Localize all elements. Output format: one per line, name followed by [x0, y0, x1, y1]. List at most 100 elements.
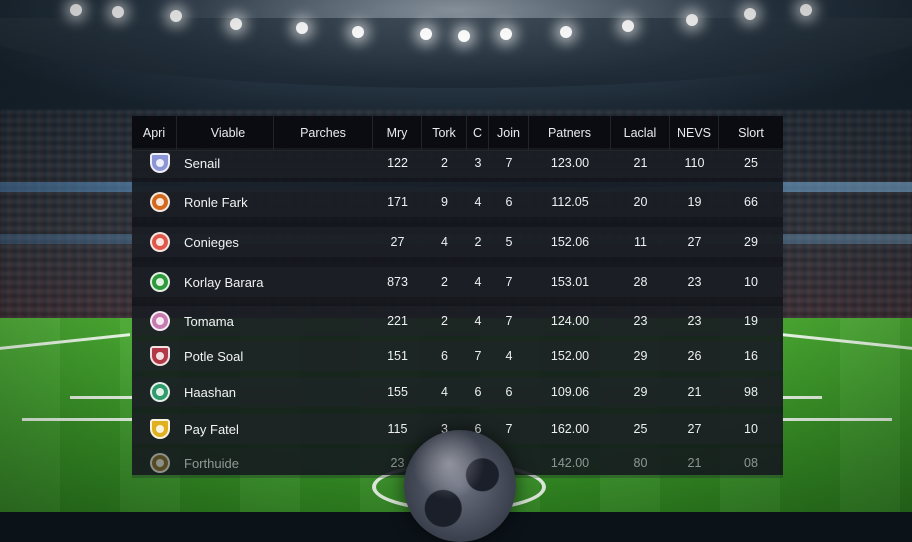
club-cell: Potle Soal: [177, 349, 274, 364]
stat-cell: 123.00: [550, 156, 590, 170]
club-cell: Pay Fatel: [177, 422, 274, 437]
table-row[interactable]: Ronle Fark 171 9 4 6 112.05 20 19 66: [132, 187, 783, 217]
stat-cell: 27: [687, 422, 702, 436]
club-cell: Senail: [177, 156, 274, 171]
club-cell: Tomama: [177, 314, 274, 329]
table-row[interactable]: Haashan 155 4 6 6 109.06 29 21 98: [132, 377, 783, 407]
stat-cell: 4: [441, 385, 448, 399]
club-name[interactable]: Korlay Barara: [184, 274, 264, 290]
stat-cell: 162.00: [550, 422, 590, 436]
stat-cell: 112.05: [551, 195, 589, 209]
stat-cell: 20: [633, 195, 648, 209]
column-header[interactable]: Apri: [132, 116, 177, 150]
club-cell: Forthuide: [177, 456, 274, 471]
stat-cell: 6: [505, 385, 513, 399]
pitch-line: [782, 396, 822, 399]
club-name[interactable]: Forthuide: [184, 455, 239, 471]
stat-cell: 151: [387, 349, 408, 363]
pitch-line: [22, 418, 132, 421]
stat-cell: 4: [441, 235, 448, 249]
stat-cell: 21: [687, 456, 702, 470]
row-crest-cell: [132, 232, 177, 252]
stat-cell: 23: [687, 275, 702, 289]
column-header[interactable]: NEVS: [670, 116, 719, 150]
club-crest-icon: [150, 311, 170, 331]
stat-cell: 21: [633, 156, 648, 170]
club-crest-icon: [150, 346, 170, 366]
stat-cell: 4: [505, 349, 513, 363]
column-header[interactable]: Laclal: [611, 116, 670, 150]
stat-cell: 115: [387, 422, 408, 436]
column-header[interactable]: Patners: [529, 116, 611, 150]
column-header[interactable]: C: [467, 116, 489, 150]
stat-cell: 152.06: [550, 235, 590, 249]
stat-cell: 2: [441, 275, 448, 289]
column-header[interactable]: Tork: [422, 116, 467, 150]
row-crest-cell: [132, 419, 177, 439]
table-row[interactable]: Potle Soal 151 6 7 4 152.00 29 26 16: [132, 341, 783, 371]
club-crest-icon: [150, 382, 170, 402]
stat-cell: 4: [474, 314, 482, 328]
stat-cell: 27: [687, 235, 702, 249]
column-header[interactable]: Mry: [373, 116, 422, 150]
club-crest-icon: [150, 232, 170, 252]
stat-cell: 21: [687, 385, 702, 399]
stat-cell: 2: [474, 235, 482, 249]
club-crest-icon: [150, 153, 170, 173]
soccer-ball: [404, 430, 516, 542]
stat-cell: 221: [387, 314, 408, 328]
club-name[interactable]: Conieges: [184, 234, 239, 250]
stat-cell: 16: [744, 349, 758, 363]
stat-cell: 19: [687, 195, 702, 209]
stat-cell: 29: [744, 235, 758, 249]
stat-cell: 19: [744, 314, 758, 328]
stat-cell: 171: [387, 195, 408, 209]
club-name[interactable]: Ronle Fark: [184, 194, 248, 210]
stat-cell: 6: [474, 422, 482, 436]
club-name[interactable]: Senail: [184, 155, 221, 171]
club-name[interactable]: Pay Fatel: [184, 421, 239, 437]
column-header[interactable]: Viable: [177, 116, 274, 150]
club-crest-icon: [150, 453, 170, 473]
stat-cell: 23: [390, 456, 405, 470]
column-header[interactable]: Slort: [738, 126, 764, 140]
stat-cell: 66: [744, 195, 758, 209]
club-cell: Conieges: [177, 235, 274, 250]
table-row[interactable]: Korlay Barara 873 2 4 7 153.01 28 23 10: [132, 267, 783, 297]
stat-cell: 873: [387, 275, 408, 289]
table-row[interactable]: Tomama 221 2 4 7 124.00 23 23 19: [132, 306, 783, 336]
club-crest-icon: [150, 272, 170, 292]
stat-cell: 152.00: [550, 349, 590, 363]
club-name[interactable]: Potle Soal: [184, 348, 244, 364]
column-header[interactable]: Join: [489, 116, 529, 150]
stat-cell: 10: [744, 275, 758, 289]
club-crest-icon: [150, 419, 170, 439]
table-header: Apri Viable Parches Mry Tork C Join Patn…: [132, 116, 783, 151]
stat-cell: 25: [744, 156, 758, 170]
club-name[interactable]: Tomama: [184, 313, 234, 329]
stat-cell: 98: [744, 385, 758, 399]
stat-cell: 08: [744, 456, 758, 470]
stat-cell: 6: [505, 195, 513, 209]
row-crest-cell: [132, 346, 177, 366]
club-crest-icon: [150, 192, 170, 212]
stat-cell: 25: [633, 422, 648, 436]
row-crest-cell: [132, 192, 177, 212]
column-header[interactable]: Parches: [274, 116, 373, 150]
stat-cell: 122: [387, 156, 408, 170]
table-row[interactable]: Conieges 27 4 2 5 152.06 11 27 29: [132, 227, 783, 257]
stat-cell: 4: [474, 195, 482, 209]
stat-cell: 7: [474, 349, 482, 363]
table-row[interactable]: Senail 122 2 3 7 123.00 21 110 25: [132, 148, 783, 178]
stat-cell: 29: [633, 385, 648, 399]
club-cell: Ronle Fark: [177, 195, 274, 210]
stat-cell: 110: [684, 156, 705, 170]
club-name[interactable]: Haashan: [184, 384, 237, 400]
row-crest-cell: [132, 153, 177, 173]
stat-cell: 26: [687, 349, 702, 363]
stat-cell: 6: [441, 349, 448, 363]
club-cell: Korlay Barara: [177, 275, 274, 290]
stat-cell: 7: [505, 314, 513, 328]
stat-cell: 23: [633, 314, 648, 328]
row-crest-cell: [132, 311, 177, 331]
